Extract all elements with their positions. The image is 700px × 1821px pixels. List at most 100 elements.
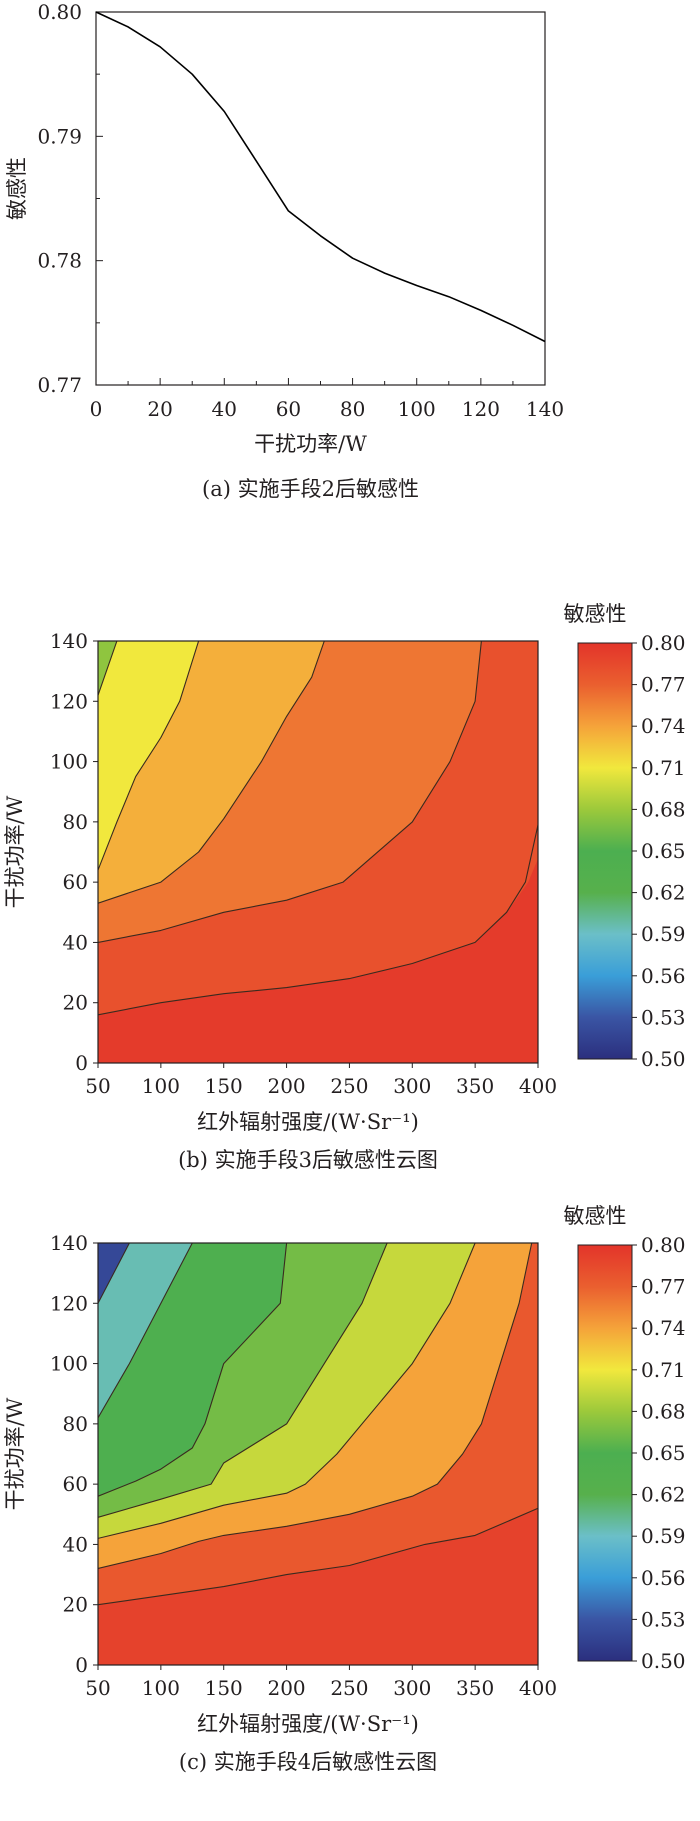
y-tick-label: 0.77: [37, 373, 82, 397]
y-axis-label: 干扰功率/W: [3, 1397, 27, 1510]
contour-line: [98, 1243, 388, 1518]
y-axis-label: 敏感性: [5, 157, 29, 220]
y-tick-label: 60: [63, 870, 88, 894]
plot-frame: [97, 1242, 539, 1666]
x-tick-label: 250: [330, 1676, 368, 1700]
contour-line: [98, 1507, 538, 1606]
x-tick-label: 40: [212, 397, 237, 421]
colorbar-tick-label: 0.65: [641, 839, 686, 863]
y-tick-label: 120: [50, 1291, 88, 1315]
contour-line: [98, 1243, 476, 1539]
colorbar-tick-label: 0.50: [641, 1649, 686, 1673]
x-tick-label: 150: [205, 1074, 243, 1098]
x-tick-label: 400: [519, 1074, 557, 1098]
y-tick-label: 20: [63, 991, 88, 1015]
y-tick-label: 80: [63, 1412, 88, 1436]
contour-line: [98, 641, 482, 943]
y-tick-label: 40: [63, 1532, 88, 1556]
figure-caption: (b) 实施手段3后敏感性云图: [178, 1148, 438, 1172]
x-axis-label: 红外辐射强度/(W·Sr⁻¹): [197, 1712, 419, 1736]
x-tick-label: 200: [267, 1676, 305, 1700]
colorbar-tick-label: 0.56: [641, 964, 686, 988]
contour-line: [98, 641, 325, 904]
x-tick-label: 350: [456, 1074, 494, 1098]
x-tick-label: 350: [456, 1676, 494, 1700]
panel-a: 0 20 40 60 80 100 120 140 0.77 0.78 0.79 0.80 干扰功率/W…: [5, 0, 564, 501]
x-tick-label: 50: [85, 1074, 110, 1098]
series-line: [95, 11, 546, 343]
y-tick-label: 140: [50, 1231, 88, 1255]
y-tick-label: 120: [50, 689, 88, 713]
colorbar-tick-label: 0.74: [641, 714, 686, 738]
y-tick-label: 80: [63, 810, 88, 834]
colorbar-tick-label: 0.50: [641, 1047, 686, 1071]
contour-line: [98, 1243, 533, 1570]
x-tick-label: 150: [205, 1676, 243, 1700]
contour-field: [98, 1243, 538, 1665]
contour-line: [98, 1243, 193, 1419]
x-tick-label: 140: [526, 397, 564, 421]
x-tick-label: 60: [276, 397, 301, 421]
colorbar-tick-label: 0.74: [641, 1316, 686, 1340]
colorbar: [577, 1244, 633, 1662]
colorbar-tick-label: 0.68: [641, 1399, 686, 1423]
colorbar-tick-label: 0.59: [641, 1524, 686, 1548]
y-tick-label: 0.80: [37, 0, 82, 24]
colorbar-tick-label: 0.77: [641, 1275, 686, 1299]
x-tick-label: 100: [142, 1676, 180, 1700]
y-tick-label: 140: [50, 629, 88, 653]
colorbar-tick-label: 0.62: [641, 881, 686, 905]
y-tick-label: 100: [50, 1352, 88, 1376]
colorbar-tick-label: 0.80: [641, 631, 686, 655]
contour-line: [98, 641, 200, 871]
colorbar-tick-label: 0.65: [641, 1441, 686, 1465]
plot-frame: [95, 11, 546, 386]
x-tick-label: 250: [330, 1074, 368, 1098]
colorbar-tick-label: 0.53: [641, 1005, 686, 1029]
y-tick-label: 40: [63, 930, 88, 954]
figure-caption: (c) 实施手段4后敏感性云图: [179, 1750, 437, 1774]
x-axis-label: 红外辐射强度/(W·Sr⁻¹): [197, 1110, 419, 1134]
panel-b: 50 100 150 200 250 300 350 400 0 20 40 60 80 100 120 14…: [3, 602, 686, 1172]
x-tick-label: 100: [142, 1074, 180, 1098]
contour-line: [98, 1243, 130, 1304]
colorbar-title: 敏感性: [564, 1204, 627, 1228]
y-tick-label: 0.78: [37, 249, 82, 273]
x-tick-label: 200: [267, 1074, 305, 1098]
y-tick-label: 100: [50, 750, 88, 774]
colorbar-tick-label: 0.56: [641, 1566, 686, 1590]
colorbar-tick-label: 0.53: [641, 1607, 686, 1631]
y-tick-label: 20: [63, 1593, 88, 1617]
contour-line: [98, 824, 538, 1016]
x-tick-label: 300: [393, 1074, 431, 1098]
panel-c: 50 100 150 200 250 300 350 400 0 20 40 60 80 100 120 14…: [3, 1204, 686, 1774]
colorbar: [577, 642, 633, 1060]
contour-line: [98, 641, 118, 696]
x-tick-label: 120: [462, 397, 500, 421]
y-tick-label: 0.79: [37, 124, 82, 148]
x-tick-label: 100: [398, 397, 436, 421]
colorbar-tick-label: 0.62: [641, 1483, 686, 1507]
contour-field: [98, 641, 538, 1063]
contour-line: [98, 1243, 288, 1497]
colorbar-tick-label: 0.68: [641, 797, 686, 821]
colorbar-tick-label: 0.71: [641, 756, 686, 780]
y-tick-label: 0: [75, 1653, 88, 1677]
figure-caption: (a) 实施手段2后敏感性: [202, 477, 419, 501]
y-tick-label: 0: [75, 1051, 88, 1075]
x-tick-label: 50: [85, 1676, 110, 1700]
colorbar-tick-label: 0.71: [641, 1358, 686, 1382]
y-tick-label: 60: [63, 1472, 88, 1496]
colorbar-tick-label: 0.77: [641, 673, 686, 697]
x-tick-label: 300: [393, 1676, 431, 1700]
x-tick-label: 0: [90, 397, 103, 421]
x-axis-label: 干扰功率/W: [254, 432, 367, 456]
colorbar-tick-label: 0.59: [641, 922, 686, 946]
x-tick-label: 80: [340, 397, 365, 421]
plot-frame: [97, 640, 539, 1064]
colorbar-title: 敏感性: [564, 602, 627, 626]
x-tick-label: 400: [519, 1676, 557, 1700]
y-axis-label: 干扰功率/W: [3, 795, 27, 908]
